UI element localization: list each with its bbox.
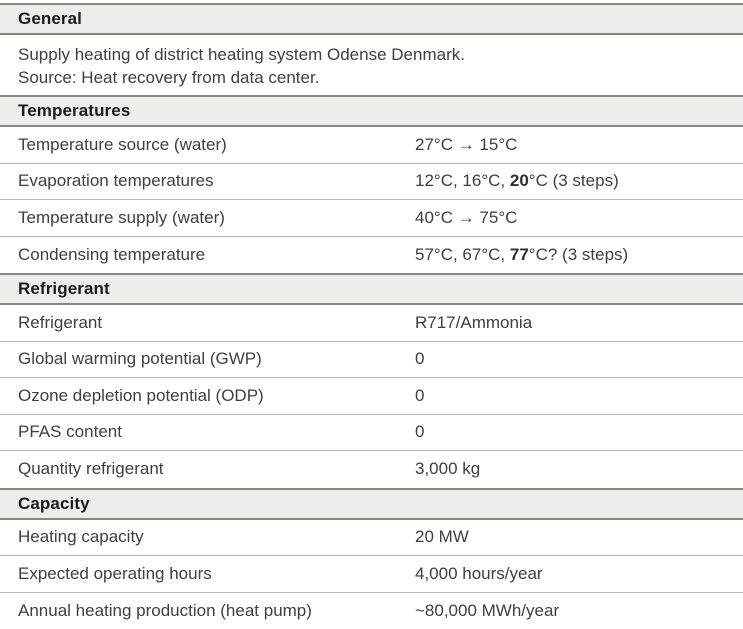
row-value: 27°C → 15°C	[415, 135, 743, 155]
row-label: Expected operating hours	[18, 564, 415, 584]
row-value: 57°C, 67°C, 77°C? (3 steps)	[415, 245, 743, 265]
row-label: Annual heating production (heat pump)	[18, 601, 415, 621]
row-value: 0	[415, 422, 743, 442]
section-header-capacity: Capacity	[0, 488, 743, 520]
section-header-temperatures: Temperatures	[0, 95, 743, 127]
table-row-temperature-source: Temperature source (water) 27°C → 15°C	[0, 127, 743, 164]
table-row-gwp: Global warming potential (GWP) 0	[0, 342, 743, 379]
value-bold-text: 20	[510, 171, 529, 190]
section-title: Temperatures	[18, 101, 130, 120]
general-description: Supply heating of district heating syste…	[0, 35, 743, 95]
section-title: General	[18, 9, 82, 28]
value-text: 12°C, 16°C,	[415, 171, 510, 190]
table-row-annual-heating-production: Annual heating production (heat pump) ~8…	[0, 593, 743, 629]
table-row-condensing-temperature: Condensing temperature 57°C, 67°C, 77°C?…	[0, 237, 743, 274]
description-line: Source: Heat recovery from data center.	[18, 66, 725, 89]
row-label: Ozone depletion potential (ODP)	[18, 386, 415, 406]
value-text: 57°C, 67°C,	[415, 245, 510, 264]
row-value: R717/Ammonia	[415, 313, 743, 333]
row-label: Temperature supply (water)	[18, 208, 415, 228]
row-label: Refrigerant	[18, 313, 415, 333]
row-label: Heating capacity	[18, 527, 415, 547]
table-row-pfas-content: PFAS content 0	[0, 415, 743, 452]
row-value: 20 MW	[415, 527, 743, 547]
row-value: ~80,000 MWh/year	[415, 601, 743, 621]
section-header-refrigerant: Refrigerant	[0, 273, 743, 305]
row-label: Evaporation temperatures	[18, 171, 415, 191]
description-line: Supply heating of district heating syste…	[18, 43, 725, 66]
table-row-heating-capacity: Heating capacity 20 MW	[0, 520, 743, 557]
value-text: °C (3 steps)	[529, 171, 619, 190]
row-value: 12°C, 16°C, 20°C (3 steps)	[415, 171, 743, 191]
table-row-expected-operating-hours: Expected operating hours 4,000 hours/yea…	[0, 556, 743, 593]
table-row-refrigerant: Refrigerant R717/Ammonia	[0, 305, 743, 342]
row-value: 3,000 kg	[415, 459, 743, 479]
section-title: Capacity	[18, 494, 90, 513]
row-label: Condensing temperature	[18, 245, 415, 265]
table-row-evaporation-temperatures: Evaporation temperatures 12°C, 16°C, 20°…	[0, 164, 743, 201]
row-label: Temperature source (water)	[18, 135, 415, 155]
row-value: 0	[415, 386, 743, 406]
row-label: Global warming potential (GWP)	[18, 349, 415, 369]
value-bold-text: 77	[510, 245, 529, 264]
row-value: 40°C → 75°C	[415, 208, 743, 228]
row-value: 0	[415, 349, 743, 369]
table-row-temperature-supply: Temperature supply (water) 40°C → 75°C	[0, 200, 743, 237]
value-text: °C? (3 steps)	[529, 245, 628, 264]
row-value: 4,000 hours/year	[415, 564, 743, 584]
table-row-odp: Ozone depletion potential (ODP) 0	[0, 378, 743, 415]
section-header-general: General	[0, 3, 743, 35]
section-title: Refrigerant	[18, 279, 110, 298]
row-label: Quantity refrigerant	[18, 459, 415, 479]
table-row-quantity-refrigerant: Quantity refrigerant 3,000 kg	[0, 451, 743, 488]
row-label: PFAS content	[18, 422, 415, 442]
